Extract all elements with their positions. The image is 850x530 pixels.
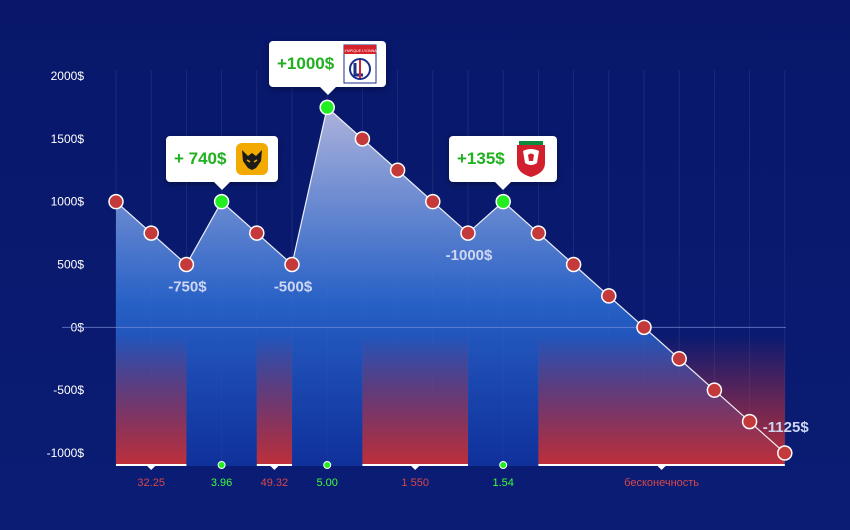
y-tick-label: 1000$ (51, 195, 85, 209)
loss-point (565, 256, 582, 273)
loss-label: -500$ (274, 279, 313, 296)
loss-bet-bar (116, 335, 187, 466)
loss-point (143, 225, 159, 241)
bet-bar-pointer (657, 466, 666, 470)
loss-bet-bar (256, 335, 292, 466)
y-tick-label: 2000$ (51, 69, 85, 83)
svg-text:OLYMPIQUE LYONNAIS: OLYMPIQUE LYONNAIS (342, 49, 378, 53)
loss-label: -1125$ (763, 419, 810, 436)
loss-point (706, 382, 723, 398)
loss-point (389, 162, 406, 178)
bet-odds-label: 5.00 (316, 477, 337, 489)
bet-odds-label: 1.54 (492, 477, 513, 489)
loss-label: -1000$ (446, 247, 493, 264)
bet-odds-label: 32.25 (137, 477, 165, 489)
olympique-lyonnais-crest-icon: OLYMPIQUE LYONNAIS (342, 44, 378, 84)
win-point (319, 99, 335, 116)
loss-point (530, 225, 547, 241)
win-amount: + 740$ (174, 149, 227, 168)
series-polyline (115, 106, 786, 454)
win-callout: + 740$ (166, 136, 279, 190)
win-bet-dot (499, 461, 508, 469)
bet-odds-label: 3.96 (211, 477, 232, 489)
loss-bet-bar (538, 335, 785, 466)
win-amount: +135$ (457, 149, 505, 168)
loss-bet-bar (362, 335, 468, 466)
loss-label: -750$ (168, 279, 207, 296)
loss-point (741, 413, 758, 430)
win-callout: +135$ (449, 136, 557, 190)
win-callout: +1000$ OLYMPIQUE LYONNAIS (269, 41, 387, 95)
loss-point (249, 225, 265, 241)
loss-labels: -750$ -500$ -1000$ -1125$ (168, 247, 809, 436)
y-axis-ticks: 2000$1500$1000$500$0$-500$-1000$ (47, 69, 85, 460)
loss-point (425, 193, 441, 210)
win-amount: +1000$ (277, 54, 335, 73)
bet-bar-pointer (411, 466, 420, 470)
loss-point (671, 351, 687, 367)
bet-odds-label: бесконечность (624, 477, 699, 489)
bet-bars (116, 335, 785, 470)
bet-odds-label: 1 550 (401, 477, 429, 489)
bet-bar-pointer (147, 466, 156, 470)
wolves-crest-icon (234, 141, 270, 177)
series-line (115, 106, 786, 454)
loss-point (284, 256, 300, 273)
loss-point (601, 288, 617, 304)
y-tick-label: 500$ (57, 258, 84, 272)
win-bet-dot (323, 461, 332, 469)
bet-bar-pointer (270, 466, 279, 470)
liverpool-crest-icon (513, 139, 549, 179)
bet-odds-labels: 32.25 3.96 49.32 5.00 1 550 1.54 бесконечность (137, 477, 699, 489)
loss-point (354, 131, 371, 147)
loss-point (460, 225, 476, 241)
win-bet-dot (217, 461, 226, 469)
y-tick-label: -1000$ (47, 446, 85, 460)
loss-point (178, 256, 195, 273)
loss-point (777, 445, 793, 461)
bet-odds-label: 49.32 (261, 477, 289, 489)
y-tick-label: -500$ (53, 383, 84, 397)
data-points (108, 99, 793, 461)
loss-point (108, 193, 124, 210)
loss-point (636, 319, 652, 336)
win-point (213, 193, 230, 210)
y-tick-label: 1500$ (51, 132, 85, 146)
win-point (495, 193, 511, 210)
